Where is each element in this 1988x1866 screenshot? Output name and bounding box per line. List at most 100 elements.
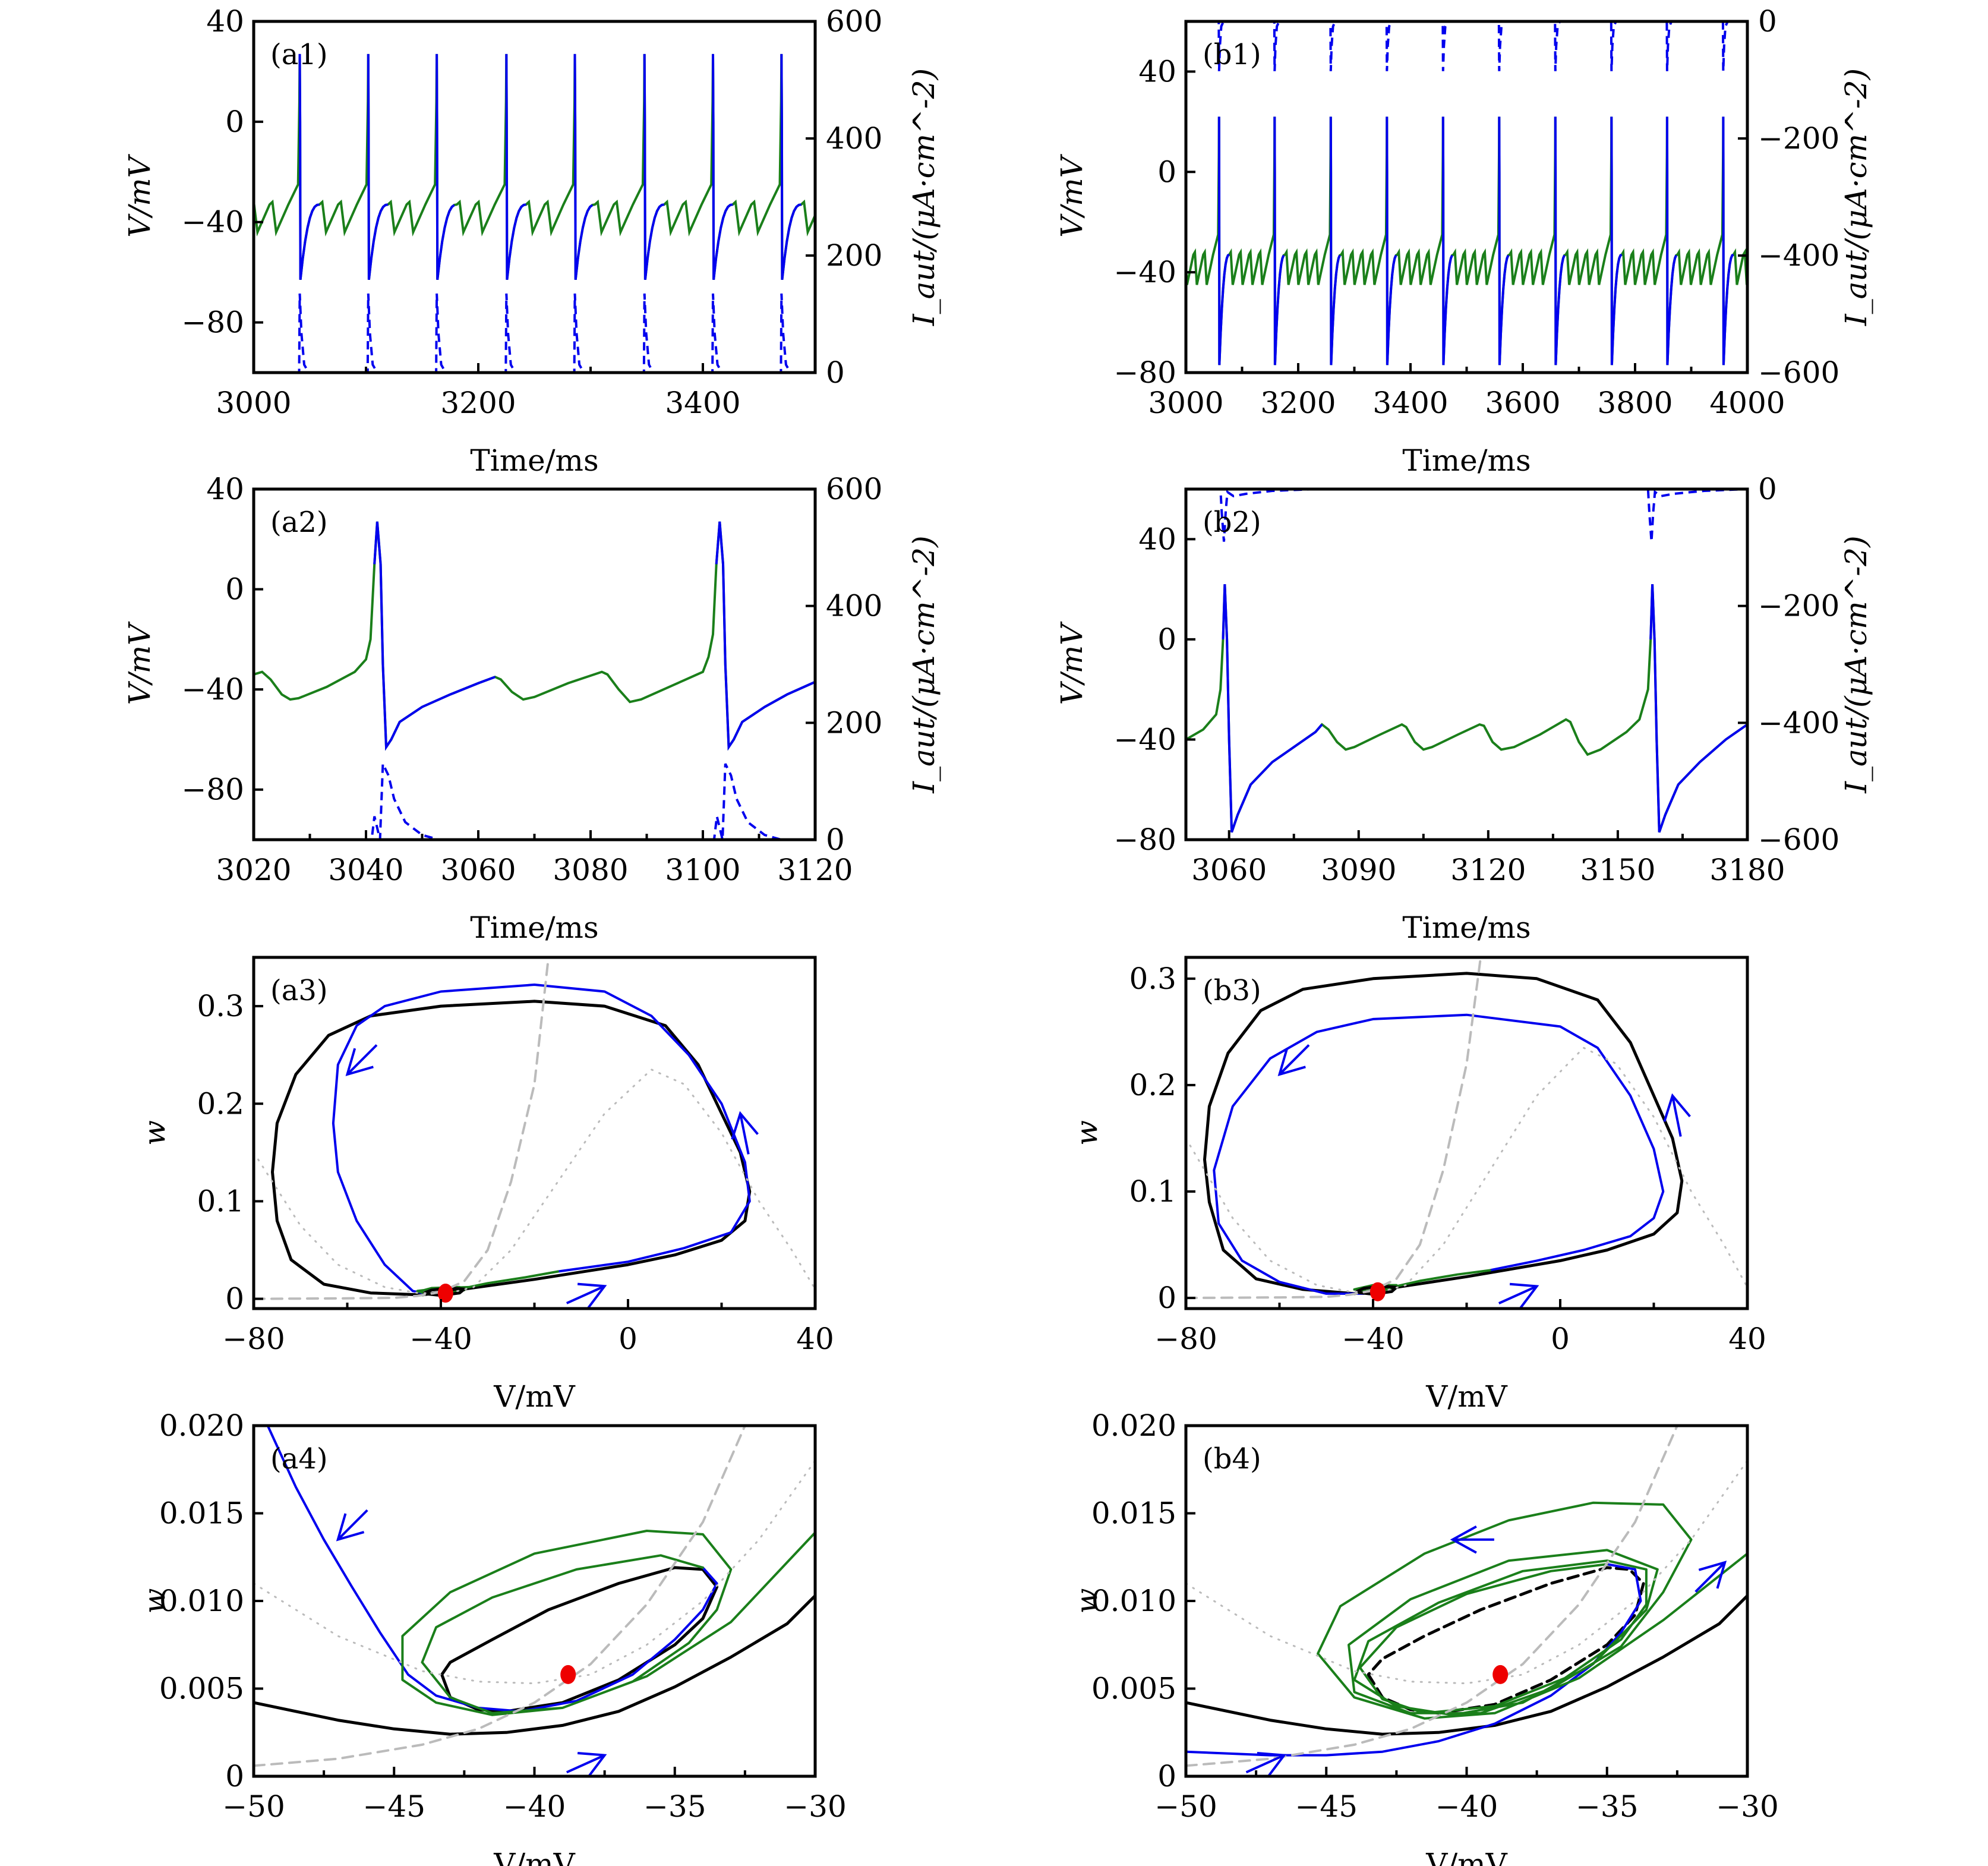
voltage-spike-trace — [373, 521, 496, 751]
voltage-spike-trace — [1722, 116, 1734, 365]
x-axis-title: V/mV — [493, 1847, 575, 1866]
panel-label: (a2) — [270, 506, 328, 539]
trajectory-curve — [332, 984, 751, 1296]
y-tick-label: 0 — [225, 1282, 244, 1316]
y-tick-label: 0.1 — [1129, 1174, 1176, 1209]
voltage-spike-trace — [1329, 116, 1341, 365]
x-tick-label: 3150 — [1580, 853, 1655, 887]
y-right-tick-label: 0 — [826, 355, 845, 390]
x-tick-label: −80 — [1154, 1322, 1217, 1356]
limit-cycle-curve — [1186, 1594, 1747, 1736]
voltage-spike-trace — [573, 53, 594, 280]
x-tick-label: 3180 — [1709, 853, 1785, 887]
y-right-tick-label: −600 — [1758, 822, 1839, 857]
y-right-tick-label: −600 — [1758, 355, 1839, 390]
voltage-spike-trace — [436, 53, 455, 280]
y-right-tick-label: −200 — [1758, 121, 1839, 156]
x-axis-title: V/mV — [1425, 1379, 1507, 1414]
y-right-axis-title: I_aut/(μA·cm^-2) — [1839, 68, 1873, 326]
x-tick-label: 4000 — [1709, 386, 1785, 420]
direction-arrow — [566, 1282, 607, 1309]
plot-area — [1186, 1426, 1747, 1776]
x-tick-label: −35 — [1576, 1789, 1639, 1824]
voltage-spike-trace — [715, 521, 815, 751]
trajectory-curve — [1213, 1013, 1665, 1295]
y-tick-label: −40 — [181, 205, 244, 239]
panel-label: (a1) — [270, 38, 328, 71]
direction-arrow — [1277, 1044, 1310, 1076]
x-tick-label: 40 — [1728, 1322, 1766, 1356]
axes-frame — [252, 487, 817, 841]
voltage-spike-trace — [1665, 116, 1678, 365]
subthreshold-curve — [401, 1530, 815, 1716]
equilibrium-point — [1492, 1665, 1509, 1684]
x-axis-title: Time/ms — [470, 443, 598, 478]
plot-area — [1186, 489, 1747, 833]
direction-arrow — [336, 1509, 368, 1542]
y-right-tick-label: −400 — [1758, 238, 1839, 273]
y-tick-label: 0.020 — [1091, 1408, 1176, 1443]
y-tick-label: 0 — [1157, 622, 1176, 657]
direction-arrow — [1663, 1093, 1691, 1137]
y-tick-label: 0.2 — [1129, 1068, 1176, 1102]
x-tick-label: −45 — [362, 1789, 425, 1824]
y-tick-label: 40 — [206, 472, 244, 506]
plot-area — [1186, 21, 1747, 365]
y-tick-label: 40 — [1138, 522, 1176, 556]
panel-b3: −80 −40 0 40 0 0.1 0.2 0.3 V/mV w (b3) — [1069, 956, 1766, 1414]
voltage-spike-trace — [643, 53, 665, 280]
y-axis-title: w — [1069, 1588, 1104, 1614]
x-tick-label: 3400 — [1372, 386, 1448, 420]
y-right-tick-label: 600 — [826, 4, 882, 39]
y-tick-label: 0.1 — [197, 1184, 244, 1218]
x-tick-label: 0 — [619, 1322, 638, 1356]
direction-arrow — [566, 1751, 607, 1776]
y-axis-title: V/mV — [122, 621, 157, 705]
voltage-spike-trace — [1610, 116, 1623, 365]
panel-b4: −50 −45 −40 −35 −30 0 0.005 0.010 0.015 0.020 V/mV… — [1069, 1408, 1779, 1866]
axes-frame — [1184, 20, 1749, 374]
voltage-subthreshold-trace — [1186, 116, 1747, 365]
y-tick-label: 0 — [225, 1759, 244, 1793]
x-tick-label: −80 — [222, 1322, 285, 1356]
direction-arrow — [1694, 1561, 1727, 1593]
direction-arrow — [1245, 1751, 1287, 1776]
y-right-tick-label: 200 — [826, 238, 882, 273]
voltage-subthreshold-trace — [254, 53, 815, 280]
y-right-tick-label: −200 — [1758, 589, 1839, 623]
equilibrium-point — [1369, 1282, 1386, 1301]
current-i-aut-trace — [1186, 21, 1747, 71]
panel-label: (b3) — [1203, 974, 1261, 1007]
voltage-subthreshold-trace — [254, 521, 815, 751]
y-axis-title: V/mV — [122, 153, 157, 237]
trajectory-curve — [266, 1426, 718, 1713]
current-i-aut-trace — [254, 293, 815, 373]
panel-b1: 3000 3200 3400 3600 3800 4000 40 0 −40 −80 0 −200 −4… — [1055, 4, 1873, 478]
y-tick-label: 40 — [206, 4, 244, 39]
voltage-spike-trace — [1498, 116, 1510, 365]
panel-label: (b2) — [1203, 506, 1261, 539]
x-tick-label: 3400 — [665, 386, 740, 420]
y-tick-label: −40 — [1113, 255, 1176, 289]
x-tick-label: 3200 — [1260, 386, 1336, 420]
y-tick-label: 0 — [1157, 1759, 1176, 1793]
equilibrium-point — [437, 1284, 453, 1303]
v-nullcline-curve — [1186, 1460, 1747, 1685]
x-tick-label: 0 — [1551, 1322, 1570, 1356]
x-tick-label: 3020 — [216, 853, 291, 887]
panel-b2: 3060 3090 3120 3150 3180 40 0 −40 −80 0 −200 −400 −6… — [1055, 472, 1873, 945]
axes-frame — [1184, 487, 1749, 841]
panel-label: (a4) — [270, 1442, 328, 1476]
y-tick-label: −40 — [1113, 722, 1176, 757]
axes-frame — [252, 1424, 817, 1778]
voltage-spike-trace — [1217, 116, 1230, 365]
equilibrium-point — [560, 1665, 576, 1684]
x-tick-label: 3040 — [328, 853, 403, 887]
y-right-tick-label: 200 — [826, 705, 882, 740]
x-tick-label: 3060 — [440, 853, 516, 887]
y-right-tick-label: 0 — [1758, 472, 1777, 506]
x-tick-label: −40 — [409, 1322, 472, 1356]
y-tick-label: 0.015 — [159, 1496, 244, 1531]
direction-arrow — [345, 1044, 378, 1076]
x-tick-label: 3000 — [216, 386, 291, 420]
